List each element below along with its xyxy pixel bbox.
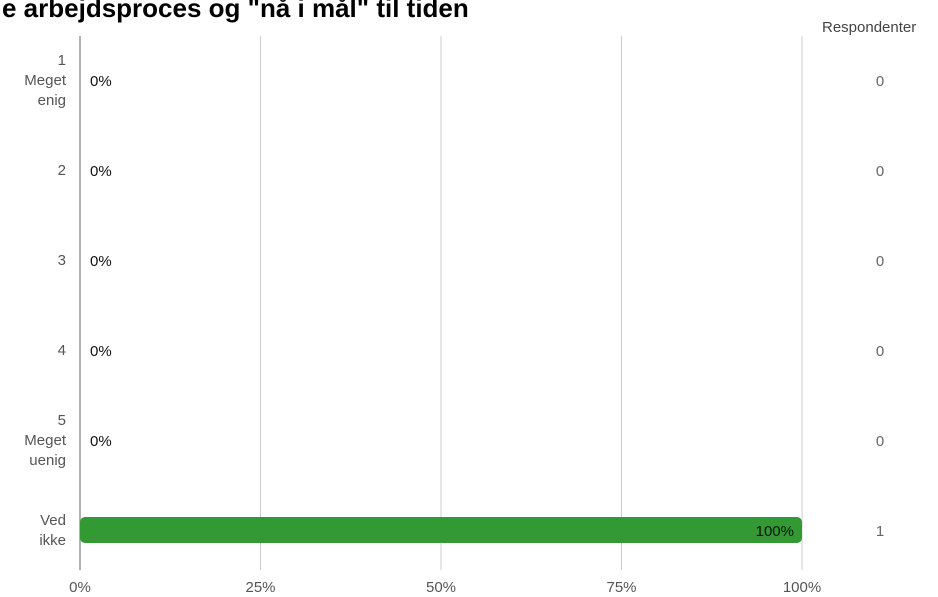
data-label: 0% bbox=[90, 163, 112, 180]
data-label: 100% bbox=[756, 523, 794, 540]
category-label: 4 bbox=[58, 342, 66, 359]
x-tick-label: 75% bbox=[606, 579, 636, 596]
respondent-count: 0 bbox=[876, 253, 884, 270]
respondent-count: 0 bbox=[876, 163, 884, 180]
category-label: 5 Meget uenig bbox=[24, 412, 67, 469]
x-tick-label: 25% bbox=[245, 579, 275, 596]
category-label: 1 Meget enig bbox=[24, 52, 67, 109]
category-label: Ved ikke bbox=[39, 512, 66, 549]
count-column-header: Respondenter bbox=[822, 19, 917, 36]
x-tick-label: 0% bbox=[69, 579, 91, 596]
bar bbox=[80, 517, 802, 543]
respondent-count: 0 bbox=[876, 73, 884, 90]
data-label: 0% bbox=[90, 433, 112, 450]
respondent-count: 0 bbox=[876, 433, 884, 450]
category-label: 2 bbox=[58, 162, 66, 179]
data-label: 0% bbox=[90, 343, 112, 360]
x-tick-label: 100% bbox=[783, 579, 821, 596]
respondent-count: 0 bbox=[876, 343, 884, 360]
chart-title: e arbejdsproces og "nå i mål" til tiden bbox=[2, 0, 469, 23]
category-label: 3 bbox=[58, 252, 66, 269]
data-label: 0% bbox=[90, 253, 112, 270]
data-label: 0% bbox=[90, 73, 112, 90]
respondent-count: 1 bbox=[876, 523, 884, 540]
x-tick-label: 50% bbox=[426, 579, 456, 596]
